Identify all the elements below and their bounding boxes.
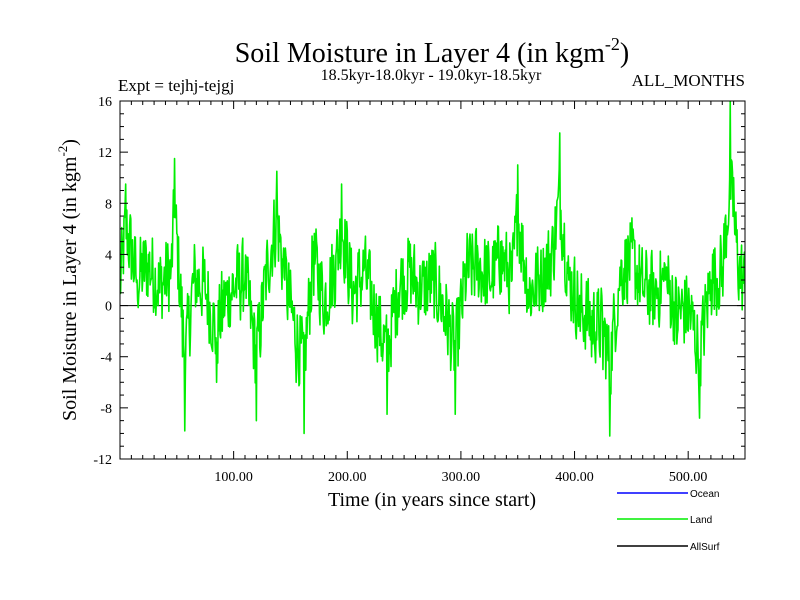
x-tick-label: 500.00: [669, 470, 708, 485]
subtitle-months: ALL_MONTHS: [632, 71, 745, 90]
legend-label-allsurf: AllSurf: [690, 542, 720, 553]
series-group: [120, 101, 745, 437]
x-tick-label: 400.00: [555, 470, 594, 485]
y-tick-label: 0: [105, 300, 112, 315]
chart-title: Soil Moisture in Layer 4 (in kgm-2): [235, 34, 630, 69]
subtitle-experiment: Expt = tejhj-tejgj: [118, 76, 234, 95]
x-tick-label: 300.00: [442, 470, 481, 485]
legend-label-land: Land: [690, 515, 712, 526]
series-line-land: [120, 101, 745, 437]
x-tick-label: 200.00: [328, 470, 367, 485]
y-tick-label: 4: [105, 248, 112, 263]
subtitle-period: 18.5kyr-18.0kyr - 19.0kyr-18.5kyr: [321, 67, 542, 84]
legend: Ocean Land AllSurf: [617, 489, 720, 553]
y-tick-label: -8: [100, 402, 112, 417]
legend-label-ocean: Ocean: [690, 489, 719, 500]
x-axis-label: Time (in years since start): [328, 489, 536, 511]
y-axis: -12 -8 -4 0 4 8 12 16: [93, 95, 745, 468]
x-tick-label: 100.00: [214, 470, 253, 485]
y-tick-label: -12: [93, 453, 112, 468]
y-tick-label: 16: [98, 95, 112, 110]
y-tick-label: -4: [100, 351, 112, 366]
x-axis: 100.00 200.00 300.00 400.00 500.00: [130, 101, 735, 485]
y-tick-label: 12: [98, 146, 112, 161]
y-tick-label: 8: [105, 197, 112, 212]
y-axis-label: Soil Moisture in Layer 4 (in kgm-2): [55, 139, 81, 421]
